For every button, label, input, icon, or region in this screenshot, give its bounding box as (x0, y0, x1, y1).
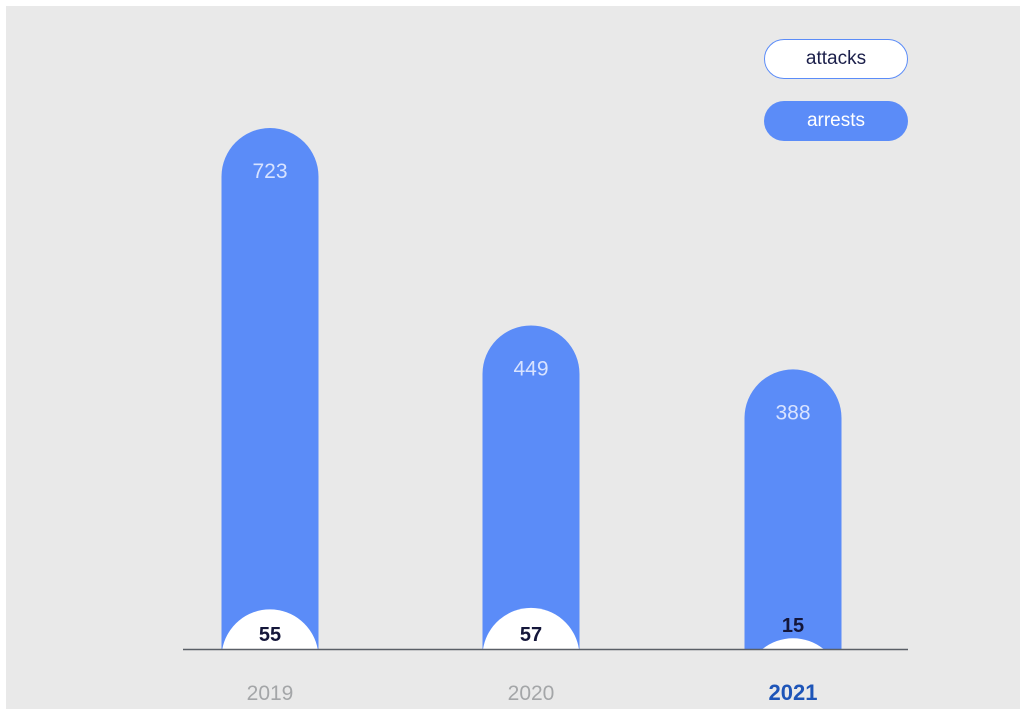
x-tick-label: 2021 (769, 680, 818, 705)
arrests-value-label: 449 (513, 357, 548, 380)
arrests-bar (482, 325, 580, 649)
x-tick-label: 2019 (247, 682, 294, 705)
legend-arrests: arrests (764, 101, 908, 141)
attacks-bar (483, 607, 579, 649)
attacks-value-label: 57 (520, 624, 542, 646)
legend-arrests-label: arrests (806, 110, 866, 131)
attacks-value-label: 15 (782, 615, 804, 637)
legend-attacks-label: attacks (805, 48, 867, 69)
attacks-bar (762, 638, 824, 649)
legend-attacks: attacks (764, 39, 908, 79)
arrests-value-label: 723 (252, 160, 287, 183)
arrests-bar (744, 369, 842, 649)
attacks-bar (222, 609, 318, 649)
arrests-bar (221, 128, 319, 650)
attacks-value-label: 55 (259, 624, 281, 646)
arrests-value-label: 388 (775, 401, 810, 424)
x-tick-label: 2020 (508, 682, 555, 705)
